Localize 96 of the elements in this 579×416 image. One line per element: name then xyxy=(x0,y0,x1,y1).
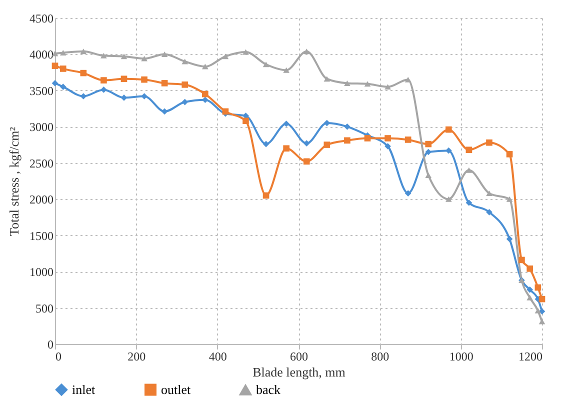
point xyxy=(324,142,330,148)
y-tick-label: 4000 xyxy=(30,48,54,62)
point xyxy=(242,118,249,124)
point xyxy=(182,81,188,88)
point xyxy=(182,58,188,64)
point xyxy=(344,80,350,86)
x-tick-label: 1200 xyxy=(518,350,542,364)
point xyxy=(120,94,128,101)
point xyxy=(100,52,107,58)
point xyxy=(120,76,128,82)
point xyxy=(344,124,350,130)
y-tick-label: 2000 xyxy=(30,192,54,207)
y-tick-label: 3500 xyxy=(30,84,54,98)
point xyxy=(283,120,290,127)
point xyxy=(364,135,371,142)
y-axis-title: Total stress , kgf/cm² xyxy=(6,126,22,236)
legend-label: inlet xyxy=(72,382,96,397)
point xyxy=(60,84,66,90)
point xyxy=(283,67,290,73)
point xyxy=(303,140,310,146)
y-tick-label: 2500 xyxy=(30,156,54,170)
y-tick-label: 3000 xyxy=(30,120,54,134)
point xyxy=(182,98,188,106)
point xyxy=(526,294,533,300)
point xyxy=(518,256,525,264)
point xyxy=(80,70,87,76)
point xyxy=(161,108,168,115)
point xyxy=(141,76,148,83)
y-tick-label: 4500 xyxy=(30,12,54,26)
point xyxy=(466,167,472,173)
point xyxy=(445,196,452,202)
point xyxy=(202,64,208,70)
point xyxy=(538,318,546,324)
point xyxy=(52,62,58,69)
point xyxy=(120,54,128,60)
point xyxy=(344,137,350,144)
point xyxy=(506,151,513,158)
point xyxy=(60,50,66,56)
x-tick-label: 1000 xyxy=(449,350,474,364)
y-tick-label: 0 xyxy=(48,338,54,352)
point xyxy=(60,66,66,72)
point xyxy=(425,140,432,148)
point xyxy=(364,81,371,87)
x-tick-label: 800 xyxy=(371,350,390,364)
x-axis-title: Blade length, mm xyxy=(252,364,346,380)
legend-label: outlet xyxy=(161,382,191,397)
point xyxy=(404,76,412,82)
point xyxy=(404,190,412,196)
point xyxy=(283,145,290,152)
point xyxy=(161,51,168,57)
point xyxy=(242,49,249,55)
point xyxy=(80,93,87,100)
point xyxy=(466,200,472,206)
point xyxy=(534,284,542,291)
y-tick-label: 500 xyxy=(36,301,54,316)
point xyxy=(384,135,391,142)
point xyxy=(202,96,208,104)
y-tick-label: 1000 xyxy=(30,265,54,280)
point xyxy=(538,296,546,302)
point xyxy=(303,48,310,54)
point xyxy=(262,192,270,199)
point xyxy=(466,146,472,154)
point xyxy=(324,76,330,82)
y-tick-label: 1500 xyxy=(30,228,54,243)
point xyxy=(486,190,492,196)
point xyxy=(538,308,546,315)
point xyxy=(262,140,270,148)
point xyxy=(52,80,58,86)
point xyxy=(303,158,310,165)
point xyxy=(161,80,168,86)
point xyxy=(506,236,513,242)
point xyxy=(202,90,208,98)
point xyxy=(384,84,391,90)
x-tick-label: 200 xyxy=(128,350,146,364)
point xyxy=(222,54,229,60)
point xyxy=(100,77,107,84)
point xyxy=(445,126,452,133)
point xyxy=(100,86,107,93)
x-tick-label: 400 xyxy=(208,350,227,364)
x-tick-label: 600 xyxy=(290,350,308,364)
point xyxy=(324,120,330,126)
point xyxy=(425,172,432,178)
point xyxy=(404,136,412,143)
point xyxy=(534,308,542,314)
point xyxy=(526,286,533,293)
point xyxy=(526,265,533,272)
point xyxy=(80,48,87,54)
point xyxy=(486,139,492,146)
point xyxy=(384,143,391,150)
point xyxy=(486,208,492,216)
point xyxy=(445,147,452,154)
point xyxy=(262,62,270,68)
legend-label: back xyxy=(256,382,282,398)
point xyxy=(425,148,432,156)
point xyxy=(141,56,148,62)
point xyxy=(506,196,513,202)
